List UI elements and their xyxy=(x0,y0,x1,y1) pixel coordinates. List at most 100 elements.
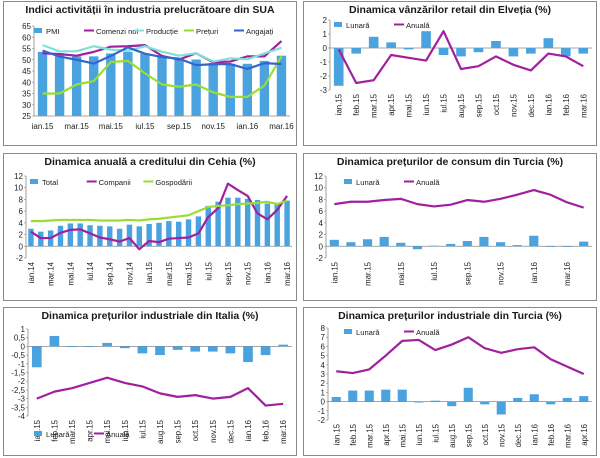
chart-title: Dinamica prețurilor de consum din Turcia… xyxy=(336,156,564,168)
legend-label: Companii xyxy=(99,178,131,187)
x-tick-label: dec.15 xyxy=(226,419,235,443)
x-tick-label: iul.15 xyxy=(431,423,440,442)
y-tick-label: 2 xyxy=(321,379,326,388)
bar xyxy=(379,236,389,247)
bar xyxy=(496,401,506,415)
y-tick-label: -2 xyxy=(316,254,324,263)
y-tick-label: 1 xyxy=(323,30,328,39)
x-tick-label: ian.16 xyxy=(530,424,539,445)
bar xyxy=(438,48,449,55)
x-tick-label: mai.14 xyxy=(66,261,75,285)
series-line-anuală xyxy=(334,188,585,209)
series-line-anuală xyxy=(36,376,284,407)
bar xyxy=(146,224,152,247)
x-tick-label: ian.16 xyxy=(244,420,253,441)
bar xyxy=(346,242,356,247)
x-tick-label: apr.15 xyxy=(86,419,95,441)
bar xyxy=(260,346,271,356)
x-tick-label: ian.15 xyxy=(332,423,341,445)
series-line-anuală xyxy=(336,336,585,376)
x-tick-label: sep.15 xyxy=(474,93,483,117)
y-tick-label: 60 xyxy=(22,33,31,42)
y-tick-label: 50 xyxy=(22,56,31,65)
x-tick-label: mai.15 xyxy=(397,261,406,285)
x-tick-label: mar.16 xyxy=(283,262,292,286)
bar xyxy=(403,48,414,50)
x-tick-label: dec.15 xyxy=(527,93,536,117)
y-tick-label: 10 xyxy=(14,184,23,193)
bar xyxy=(140,53,150,116)
x-tick-label: mar.16 xyxy=(563,424,572,448)
legend-swatch xyxy=(344,179,352,184)
x-tick-label: iul.15 xyxy=(204,261,213,280)
series-line-angajați xyxy=(42,46,282,71)
x-tick-label: mar.16 xyxy=(579,94,588,118)
y-tick-label: 3 xyxy=(321,370,326,379)
chart-italy-ppi: -4-3,5-3-2,5-2-1,5-1-0,500,51 ian.15 feb.1… xyxy=(11,325,292,444)
bar xyxy=(381,389,391,402)
y-tick-label: -1 xyxy=(318,407,326,416)
bar xyxy=(49,335,60,347)
bar xyxy=(243,346,253,363)
panel-turkey-ppi: Dinamica prețurilor industriale din Turc… xyxy=(303,307,597,456)
x-tick-label: ian.16 xyxy=(544,94,553,115)
x-tick-label: apr.15 xyxy=(387,93,396,115)
x-tick-label: nov.15 xyxy=(509,93,518,116)
bar xyxy=(276,55,287,116)
x-tick-label: mar.16 xyxy=(563,262,572,286)
y-tick-label: -0,5 xyxy=(11,351,25,360)
legend-label: Angajați xyxy=(246,27,274,36)
bar xyxy=(172,346,183,350)
x-tick-label: mai.15 xyxy=(99,122,124,131)
x-tick-label: mar.15 xyxy=(68,419,77,443)
x-tick-label: nov.15 xyxy=(201,122,225,131)
x-tick-label: sep.15 xyxy=(463,261,472,285)
bar xyxy=(274,202,280,247)
bar xyxy=(480,401,490,405)
x-tick-label: mar.14 xyxy=(47,261,56,285)
bar xyxy=(225,63,235,116)
y-tick-label: 10 xyxy=(314,184,323,193)
bar xyxy=(106,53,116,116)
bar xyxy=(362,239,373,247)
series-line-anuală xyxy=(337,30,584,85)
x-tick-label: mar.15 xyxy=(165,261,174,285)
bar xyxy=(126,224,133,247)
y-tick-label: 12 xyxy=(14,172,23,181)
bar xyxy=(513,397,523,402)
y-tick-label: 1 xyxy=(21,325,26,334)
bar xyxy=(136,226,143,247)
x-tick-label: ian.16 xyxy=(263,262,272,283)
bar xyxy=(412,246,423,250)
bar xyxy=(463,387,473,402)
legend-label: Gospodării xyxy=(155,178,192,187)
bar xyxy=(278,344,289,347)
bar xyxy=(560,48,571,57)
bar xyxy=(579,241,589,247)
bar xyxy=(191,59,201,116)
x-tick-label: ian.16 xyxy=(236,122,258,131)
y-tick-label: 55 xyxy=(22,45,31,54)
y-tick-label: -1,5 xyxy=(11,369,25,378)
bar xyxy=(84,346,95,347)
bar xyxy=(414,401,424,403)
legend-label: Anuală xyxy=(416,178,440,187)
bar xyxy=(546,401,556,405)
x-tick-label: mar.15 xyxy=(364,261,373,285)
bar xyxy=(57,225,64,247)
bar xyxy=(386,42,396,48)
legend-swatch xyxy=(344,329,352,334)
bar xyxy=(508,48,519,57)
bar xyxy=(429,245,439,247)
x-tick-label: ian.15 xyxy=(33,419,42,441)
y-tick-label: 7 xyxy=(321,333,326,342)
y-tick-label: -2 xyxy=(320,72,328,81)
x-tick-label: oct.15 xyxy=(481,423,490,445)
bar xyxy=(545,246,556,247)
bar xyxy=(119,346,130,349)
bar xyxy=(264,203,271,247)
x-tick-label: mai.15 xyxy=(185,261,194,285)
x-tick-label: apr.15 xyxy=(382,423,391,445)
chart-title: Dinamica prețurilor industriale din Turc… xyxy=(338,310,562,322)
x-tick-label: iul.15 xyxy=(430,261,439,280)
